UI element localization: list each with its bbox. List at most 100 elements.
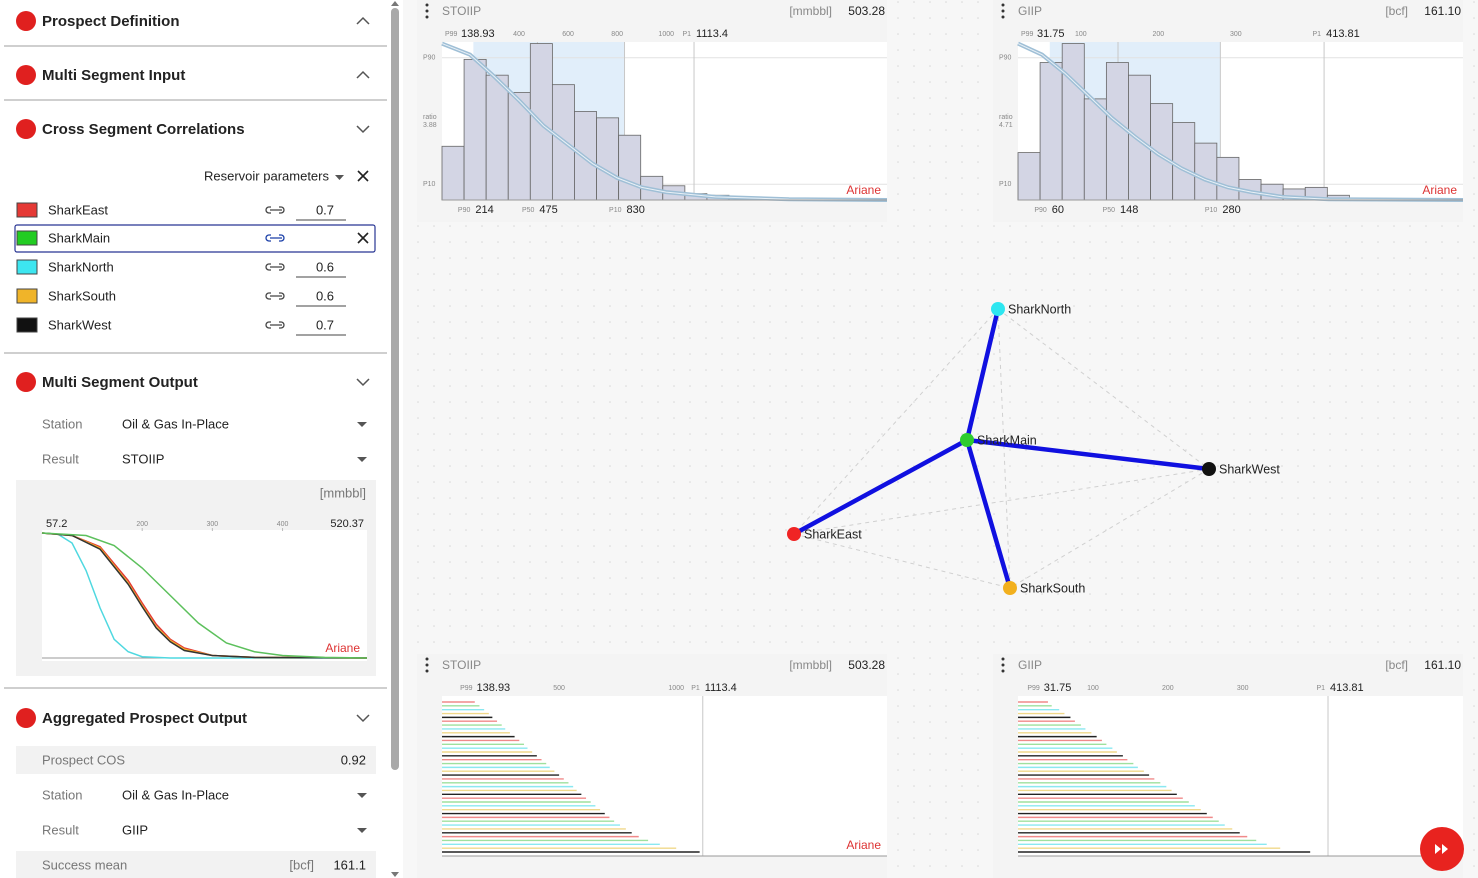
correlation-value[interactable]: 0.7 — [316, 202, 334, 217]
dropdown-label[interactable]: Reservoir parameters — [204, 168, 329, 183]
ratio-label: ratio — [999, 114, 1013, 121]
scrollbar[interactable] — [391, 8, 399, 770]
x-tick-label: 300 — [207, 521, 219, 528]
color-swatch — [16, 259, 38, 275]
menu-dot[interactable] — [425, 15, 429, 19]
dropdown-caret[interactable] — [357, 793, 367, 798]
section-header[interactable] — [4, 0, 387, 46]
segment-curve — [41, 532, 368, 659]
chevron[interactable] — [356, 125, 370, 134]
node-label: SharkMain — [977, 433, 1037, 447]
dropdown-caret[interactable] — [357, 422, 367, 427]
x-max-label: 520.37 — [330, 518, 364, 530]
chevron[interactable] — [356, 16, 370, 25]
p-label: P1 — [682, 31, 691, 38]
p-value: 60 — [1052, 204, 1064, 216]
p-label: P99 — [445, 31, 458, 38]
link-icon[interactable] — [265, 263, 285, 271]
p-label: P10 — [1205, 207, 1218, 214]
p-value: 31.75 — [1037, 28, 1065, 40]
y-tick-label: P90 — [423, 55, 436, 62]
menu-dot[interactable] — [425, 3, 429, 7]
menu-dot[interactable] — [1001, 663, 1005, 667]
menu-dot[interactable] — [425, 9, 429, 13]
field-unit: [bcf] — [289, 857, 314, 872]
card-unit: [bcf] — [1385, 4, 1408, 18]
network-node[interactable] — [1003, 581, 1017, 595]
chevron[interactable] — [356, 714, 370, 723]
field-label: Station — [42, 787, 82, 802]
clear-icon[interactable] — [357, 170, 369, 182]
network-node[interactable] — [787, 527, 801, 541]
p-value: 1113.4 — [705, 682, 737, 694]
section-header[interactable] — [4, 697, 387, 743]
field-label: Prospect COS — [42, 752, 125, 767]
weak-edge — [793, 468, 1210, 535]
status-dot — [16, 708, 36, 728]
menu-dot[interactable] — [1001, 669, 1005, 673]
menu-dot[interactable] — [425, 669, 429, 673]
section-header[interactable] — [4, 361, 387, 407]
segment-name: SharkNorth — [48, 259, 114, 274]
field-label: Result — [42, 822, 79, 837]
p-label: P1 — [1313, 31, 1322, 38]
menu-dot[interactable] — [1001, 15, 1005, 19]
y-tick-label: P10 — [423, 181, 436, 188]
weak-edge — [997, 308, 1011, 589]
selected-row[interactable] — [14, 224, 376, 253]
dropdown-caret[interactable] — [335, 175, 344, 180]
x-tick-label: 100 — [1075, 31, 1087, 38]
network-node[interactable] — [1202, 462, 1216, 476]
p-label: P99 — [1027, 685, 1040, 692]
menu-dot[interactable] — [1001, 657, 1005, 661]
section-header[interactable] — [4, 108, 387, 154]
link-icon[interactable] — [265, 234, 285, 242]
weak-edge — [793, 533, 1011, 589]
menu-dot[interactable] — [1001, 3, 1005, 7]
menu-dot[interactable] — [425, 657, 429, 661]
histogram-bar — [441, 145, 465, 201]
histogram-bar — [1017, 152, 1041, 201]
color-swatch — [16, 317, 38, 333]
field-label: Result — [42, 451, 79, 466]
menu-dot[interactable] — [1001, 9, 1005, 13]
section-title: Prospect Definition — [42, 13, 180, 30]
ratio-label: ratio — [423, 114, 437, 121]
link-icon[interactable] — [265, 292, 285, 300]
segment-name: SharkMain — [48, 230, 110, 245]
correlation-value[interactable]: 0.7 — [316, 317, 334, 332]
card-title: STOIIP — [442, 4, 481, 18]
section-header[interactable] — [4, 54, 387, 100]
segment-curve — [41, 532, 368, 659]
clear-icon[interactable] — [357, 232, 369, 244]
p-label: P90 — [458, 207, 471, 214]
x-tick-label: 100 — [1087, 685, 1099, 692]
p-value: 138.93 — [461, 28, 495, 40]
section-title: Cross Segment Correlations — [42, 121, 245, 138]
x-tick-label: 300 — [1237, 685, 1249, 692]
chevron[interactable] — [356, 70, 370, 79]
field-value: 0.92 — [341, 752, 366, 767]
network-node[interactable] — [960, 433, 974, 447]
strong-edge — [792, 438, 969, 536]
source-label: Ariane — [846, 838, 881, 852]
link-icon[interactable] — [265, 321, 285, 329]
correlation-value[interactable]: 0.6 — [316, 288, 334, 303]
field-value: GIIP — [122, 822, 148, 837]
card-value: 503.28 — [848, 658, 885, 672]
status-dot — [16, 119, 36, 139]
ratio-value: 3.88 — [423, 122, 437, 129]
run-icon[interactable] — [1435, 844, 1448, 854]
correlation-value[interactable]: 0.6 — [316, 259, 334, 274]
source-label: Ariane — [1422, 183, 1457, 197]
link-icon[interactable] — [265, 206, 285, 214]
p-value: 830 — [627, 204, 645, 216]
dropdown-caret[interactable] — [357, 457, 367, 462]
menu-dot[interactable] — [425, 663, 429, 667]
p-value: 280 — [1222, 204, 1240, 216]
histogram-bar — [1128, 74, 1151, 201]
dropdown-caret[interactable] — [357, 828, 367, 833]
network-node[interactable] — [991, 302, 1005, 316]
p-value: 475 — [539, 204, 557, 216]
chevron[interactable] — [356, 378, 370, 387]
